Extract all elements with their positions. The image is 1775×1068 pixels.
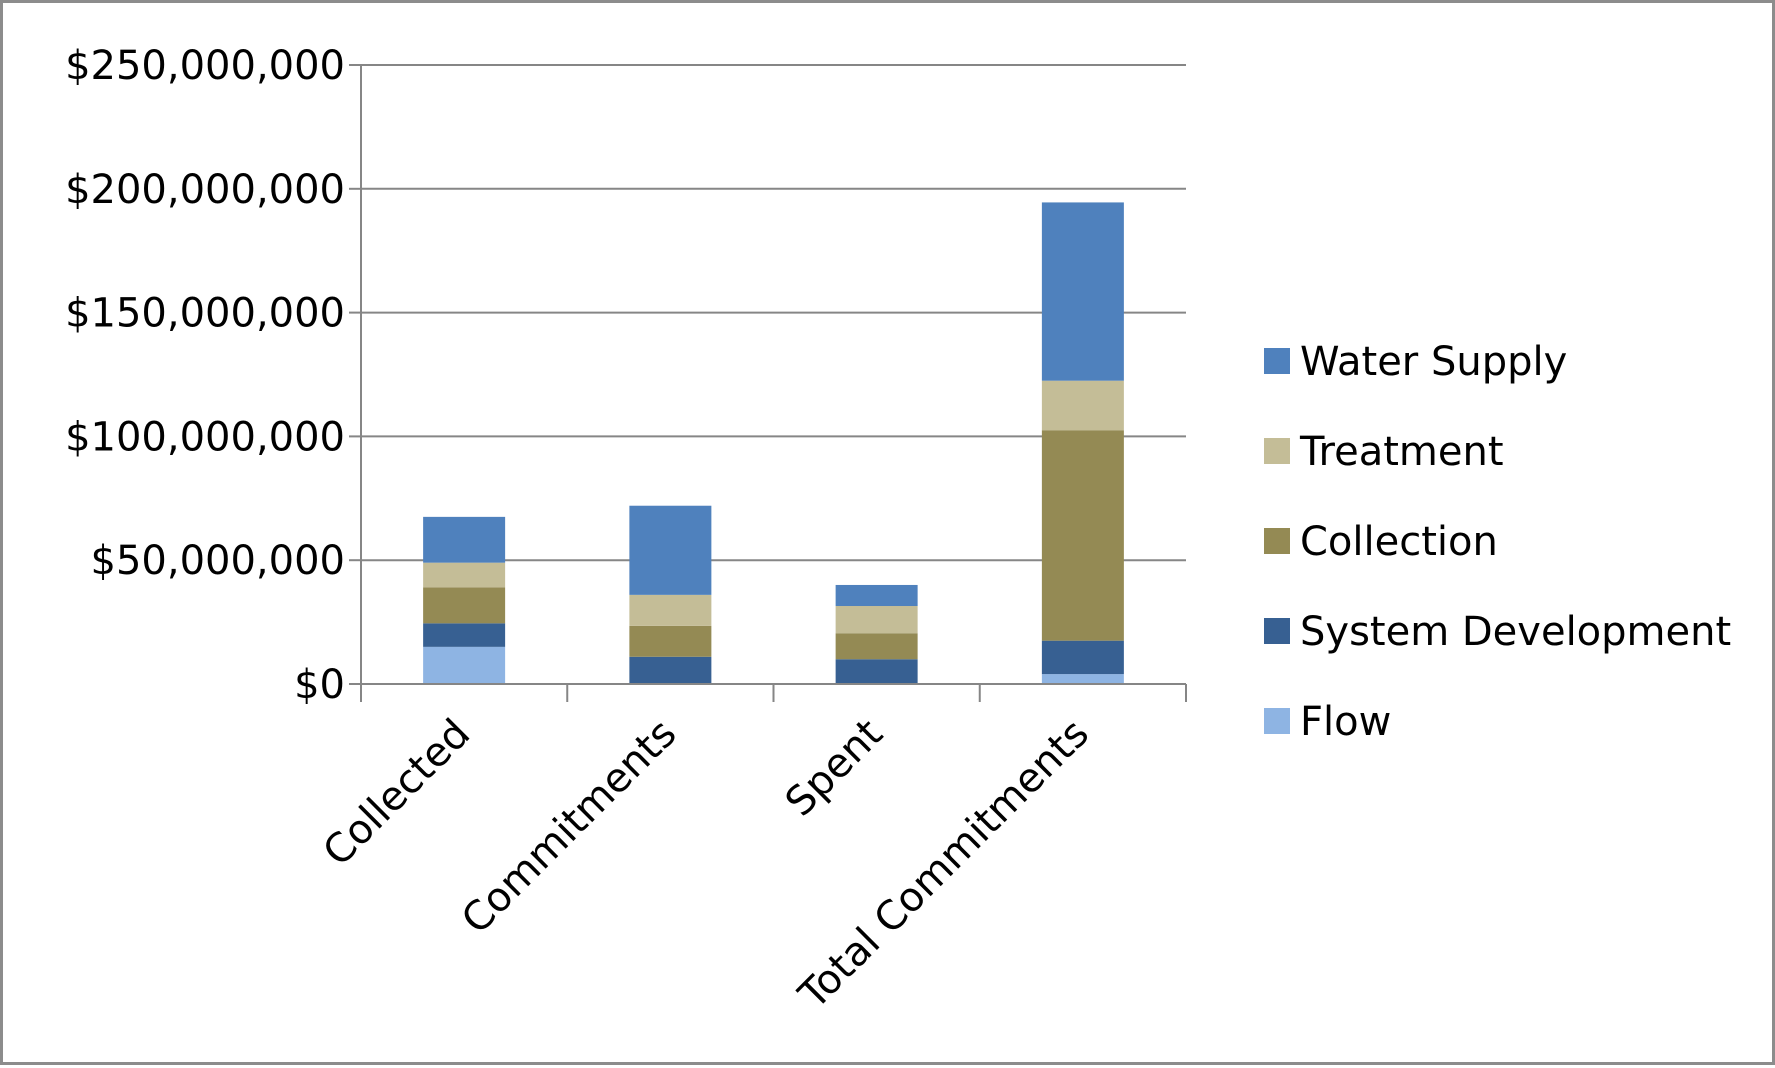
bar-collected-water-supply [423, 516, 506, 563]
bar-total-commitments-treatment [1041, 380, 1124, 431]
x-category-label: Spent [777, 711, 892, 826]
bar-spent-treatment [835, 606, 918, 634]
bar-commitments-collection [629, 625, 712, 657]
legend-swatch-system-development [1264, 618, 1290, 644]
bar-commitments-treatment [629, 594, 712, 626]
bar-collected-system-development [423, 623, 506, 647]
stacked-bar-chart: $0 $50,000,000 $100,000,000 $150,000,000 $20… [65, 43, 1731, 1019]
bar-collected-treatment [423, 562, 506, 588]
bars [423, 202, 1124, 684]
bar-total-commitments-system-development [1041, 640, 1124, 675]
bar-collected-flow [423, 646, 506, 684]
bar-total-commitments-water-supply [1041, 202, 1124, 381]
y-tick-label: $250,000,000 [65, 43, 345, 89]
y-axis-tick-labels: $0 $50,000,000 $100,000,000 $150,000,000 $20… [65, 43, 345, 708]
x-category-label: Collected [314, 711, 479, 876]
legend-swatch-treatment [1264, 438, 1290, 464]
legend-swatch-collection [1264, 528, 1290, 554]
legend-label-treatment: Treatment [1299, 429, 1504, 475]
legend-swatch-flow [1264, 708, 1290, 734]
y-tick-label: $200,000,000 [65, 167, 345, 213]
x-category-label: Commitments [453, 711, 685, 943]
y-tick-label: $150,000,000 [65, 291, 345, 337]
bar-total-commitments-collection [1041, 430, 1124, 641]
legend-label-flow: Flow [1300, 699, 1391, 745]
bar-spent-system-development [835, 659, 918, 684]
axes [349, 64, 1187, 702]
legend-label-system-development: System Development [1300, 609, 1731, 655]
y-tick-label: $50,000,000 [91, 538, 345, 584]
legend-label-collection: Collection [1300, 519, 1498, 565]
y-tick-label: $100,000,000 [65, 414, 345, 460]
bar-collected-collection [423, 587, 506, 624]
legend-label-water-supply: Water Supply [1300, 339, 1567, 385]
bar-spent-collection [835, 633, 918, 660]
bar-commitments-water-supply [629, 505, 712, 595]
y-tick-label: $0 [294, 662, 345, 708]
bar-spent-water-supply [835, 584, 918, 607]
bar-commitments-system-development [629, 656, 712, 684]
bar-total-commitments-flow [1041, 674, 1124, 684]
legend: Water Supply Treatment Collection System De… [1264, 339, 1731, 745]
legend-swatch-water-supply [1264, 348, 1290, 374]
